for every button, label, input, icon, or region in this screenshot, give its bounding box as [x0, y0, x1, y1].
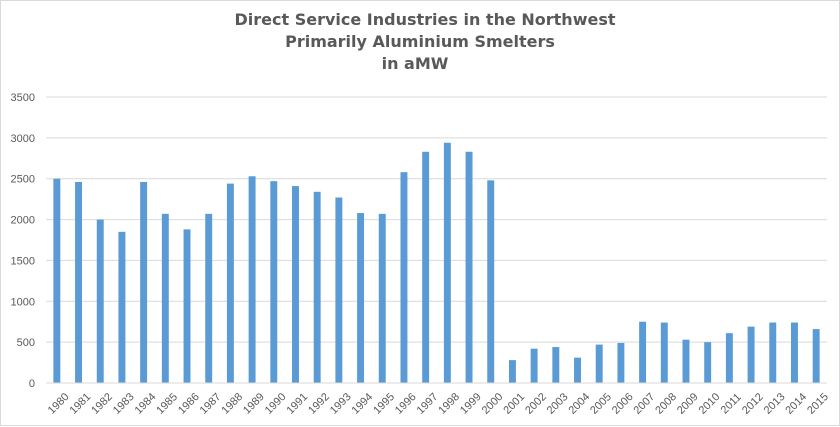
- bar-2002: [530, 348, 538, 383]
- bar-1998: [443, 142, 451, 383]
- chart-title-line: Direct Service Industries in the Northwe…: [234, 10, 616, 29]
- chart-subtitle-line: Primarily Aluminium Smelters: [285, 32, 555, 51]
- bar-1981: [75, 181, 83, 383]
- x-axis-tick-label-2013: 2013: [762, 391, 788, 417]
- x-axis-tick-label-1985: 1985: [154, 391, 180, 417]
- x-axis-tick-label-1988: 1988: [219, 391, 245, 417]
- y-axis-tick-label: 3500: [11, 92, 35, 104]
- bar-1997: [422, 151, 430, 383]
- y-axis-tick-label: 3000: [11, 133, 35, 145]
- bars: [53, 142, 820, 383]
- y-axis-tick-labels: 0 500 1000 1500 2000 2500 3000 3500: [11, 92, 35, 390]
- bar-1999: [465, 151, 473, 383]
- y-axis-tick-label: 500: [17, 337, 35, 349]
- bar-1984: [140, 181, 148, 383]
- bar-2010: [704, 342, 712, 383]
- x-axis-tick-label-1992: 1992: [306, 391, 332, 417]
- x-axis-tick-label-2010: 2010: [697, 391, 723, 417]
- x-axis-tick-label-1994: 1994: [350, 391, 376, 417]
- bar-1980: [53, 178, 61, 383]
- x-axis-tick-label-2007: 2007: [632, 391, 658, 417]
- y-axis-tick-label: 1000: [11, 296, 35, 308]
- bar-2001: [508, 360, 516, 383]
- bar-2013: [769, 322, 777, 383]
- x-axis-tick-label-2011: 2011: [719, 391, 744, 416]
- x-axis-tick-label-2005: 2005: [588, 391, 614, 417]
- x-axis-tick-label-1999: 1999: [458, 391, 484, 417]
- x-axis-tick-label-1993: 1993: [328, 391, 354, 417]
- x-axis-tick-label-1983: 1983: [111, 391, 137, 417]
- x-axis-tick-label-2009: 2009: [675, 391, 701, 417]
- bar-1994: [357, 213, 365, 383]
- bar-1992: [313, 191, 321, 383]
- bar-2005: [595, 344, 603, 383]
- bar-2008: [660, 322, 668, 383]
- x-axis-tick-label-1996: 1996: [393, 391, 419, 417]
- x-axis-tick-label-1987: 1987: [198, 391, 224, 417]
- x-axis-tick-label-2008: 2008: [653, 391, 679, 417]
- x-axis-tick-label-1989: 1989: [241, 391, 267, 417]
- bar-2000: [487, 180, 495, 383]
- x-axis-tick-label-1982: 1982: [89, 391, 115, 417]
- x-axis-tick-label-1991: 1991: [284, 391, 310, 417]
- x-axis-tick-label-1984: 1984: [133, 391, 159, 417]
- x-axis-tick-label-2002: 2002: [523, 391, 549, 417]
- bar-2009: [682, 339, 690, 383]
- x-axis-tick-label-1997: 1997: [415, 391, 441, 417]
- bar-1993: [335, 197, 343, 383]
- x-axis-tick-labels: 1980198119821983198419851986198719881989…: [46, 391, 831, 417]
- chart-title: Direct Service Industries in the Northwe…: [1, 9, 840, 75]
- x-axis-tick-label-2004: 2004: [566, 391, 592, 417]
- x-axis-tick-label-1986: 1986: [176, 391, 202, 417]
- bar-2007: [639, 321, 647, 383]
- bar-1982: [96, 219, 104, 383]
- bar-1985: [161, 213, 169, 383]
- x-axis-tick-label-2012: 2012: [740, 391, 766, 417]
- bar-1996: [400, 172, 408, 383]
- bar-1995: [378, 213, 386, 383]
- bar-2006: [617, 342, 625, 383]
- bar-2004: [574, 357, 581, 383]
- x-axis-tick-label-1995: 1995: [371, 391, 397, 417]
- x-axis-tick-label-1980: 1980: [46, 391, 72, 417]
- x-axis-tick-label-1990: 1990: [263, 391, 289, 417]
- bar-1990: [270, 181, 278, 383]
- bar-1991: [292, 186, 299, 383]
- bar-2011: [725, 333, 733, 383]
- y-axis-tick-label: 0: [29, 378, 35, 390]
- bar-2012: [747, 326, 755, 383]
- y-axis-tick-label: 2000: [11, 215, 35, 227]
- bar-2003: [552, 347, 560, 383]
- x-axis-tick-label-2000: 2000: [480, 391, 506, 417]
- x-axis-tick-label-2001: 2001: [501, 391, 527, 417]
- bar-2015: [812, 329, 820, 383]
- x-axis-tick-label-1981: 1981: [68, 391, 94, 417]
- y-axis-tick-label: 1500: [11, 255, 35, 267]
- x-axis-tick-label-2015: 2015: [805, 391, 831, 417]
- bar-2014: [790, 322, 798, 383]
- x-axis-tick-label-2006: 2006: [610, 391, 636, 417]
- bar-1989: [248, 176, 256, 383]
- chart-unit-line: in aMW: [381, 54, 449, 73]
- bar-1986: [183, 229, 191, 383]
- x-axis-tick-label-2003: 2003: [545, 391, 571, 417]
- bar-1987: [205, 213, 213, 383]
- bar-1988: [226, 183, 234, 383]
- x-axis-tick-label-2014: 2014: [783, 391, 809, 417]
- y-axis-tick-label: 2500: [11, 174, 35, 186]
- bar-1983: [118, 231, 126, 383]
- x-axis-tick-label-1998: 1998: [436, 391, 462, 417]
